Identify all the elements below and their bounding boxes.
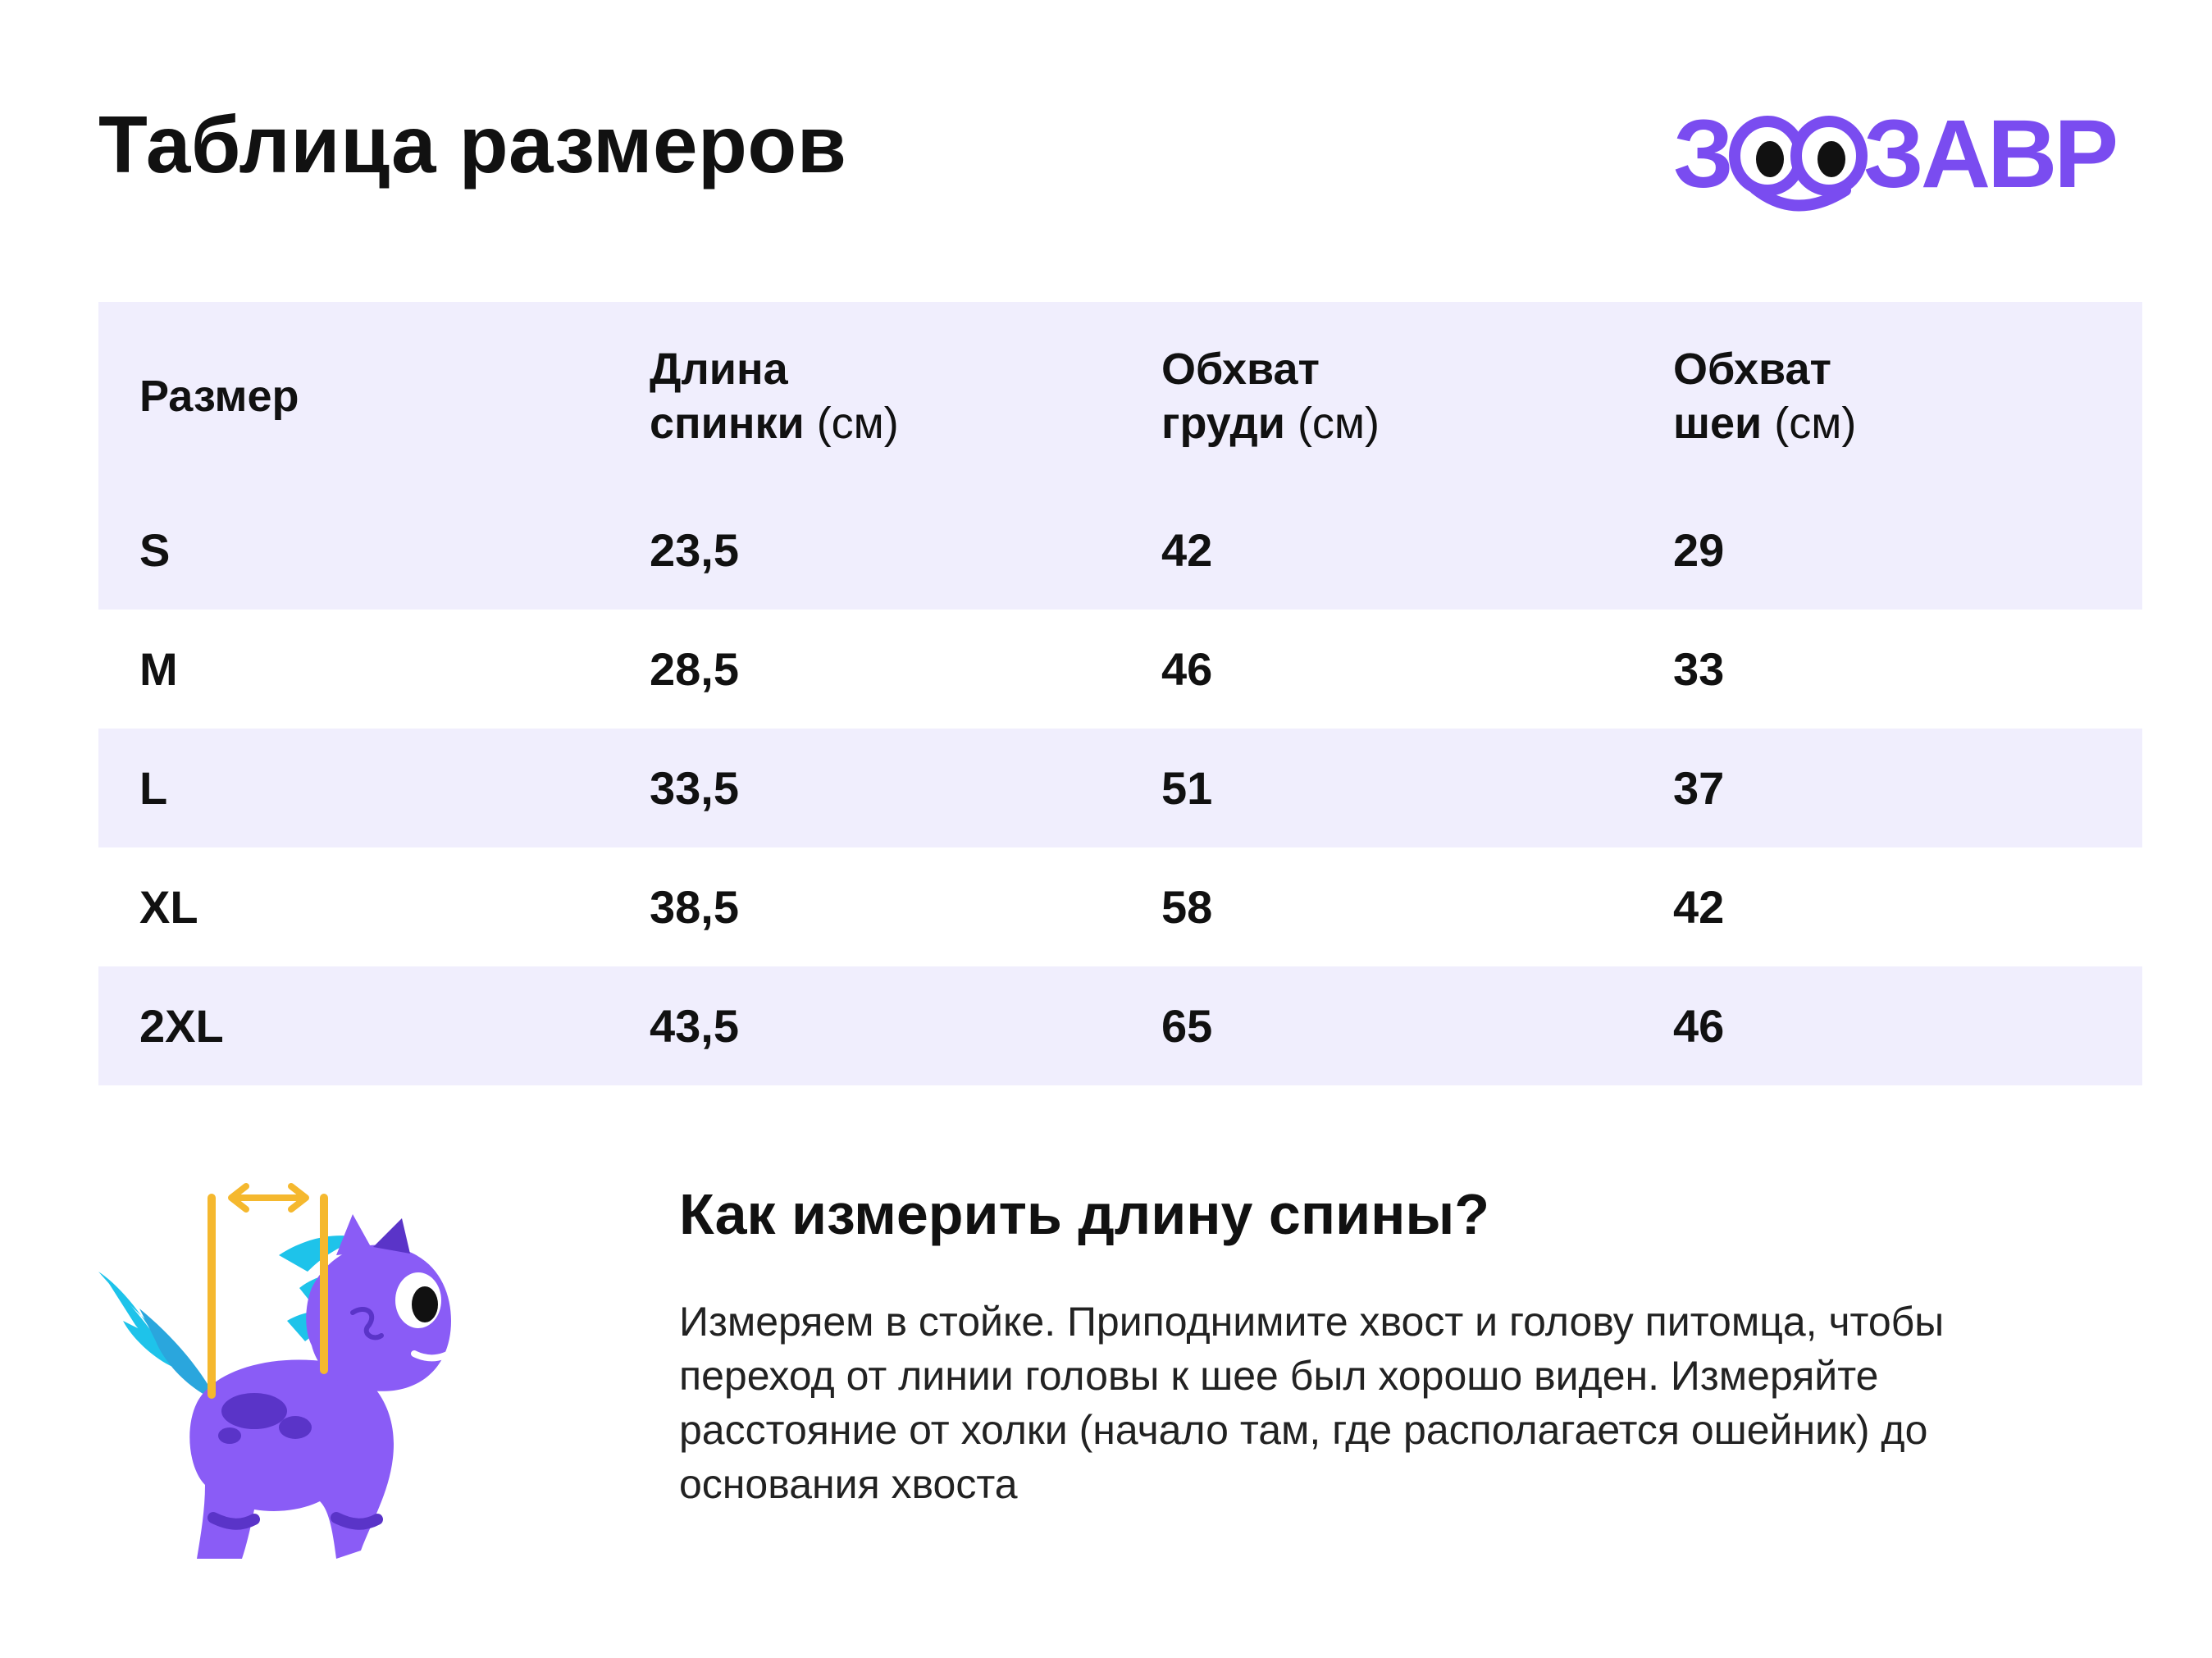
cell-size: M xyxy=(139,643,178,695)
header-size: Размер xyxy=(139,372,299,421)
cell-size: XL xyxy=(139,881,198,933)
cell-size: 2XL xyxy=(139,1000,224,1052)
page-title: Таблица размеров xyxy=(98,99,847,190)
unit-label: (см) xyxy=(816,399,899,448)
table-row: XL 38,5 58 42 xyxy=(98,847,2142,966)
cell-neck: 42 xyxy=(1673,881,1725,933)
dino-mascot-illustration xyxy=(90,1165,517,1592)
brand-logo: З ЗАВР xyxy=(1673,100,2149,213)
unit-label: (см) xyxy=(1297,399,1380,448)
cell-neck: 33 xyxy=(1673,643,1725,695)
dino-mascot-icon xyxy=(98,1183,461,1559)
cell-back-length: 33,5 xyxy=(650,762,739,814)
cell-chest: 58 xyxy=(1161,881,1213,933)
cell-chest: 42 xyxy=(1161,524,1213,576)
table-row: M 28,5 46 33 xyxy=(98,610,2142,729)
svg-text:З: З xyxy=(1673,107,1734,208)
measure-title: Как измерить длину спины? xyxy=(679,1182,1489,1246)
cell-chest: 51 xyxy=(1161,762,1213,814)
table-row: L 33,5 51 37 xyxy=(98,729,2142,847)
cell-chest: 65 xyxy=(1161,1000,1213,1052)
header-chest: Обхват груди (см) xyxy=(1161,345,1380,448)
cell-chest: 46 xyxy=(1161,643,1213,695)
cell-size: S xyxy=(139,524,171,576)
header-back-length: Длина спинки (см) xyxy=(650,345,899,448)
cell-back-length: 28,5 xyxy=(650,643,739,695)
cell-size: L xyxy=(139,762,168,814)
cell-back-length: 43,5 xyxy=(650,1000,739,1052)
cell-neck: 37 xyxy=(1673,762,1725,814)
size-table: Размер Длина спинки (см) Обхват груди (с… xyxy=(98,302,2142,1085)
cell-back-length: 38,5 xyxy=(650,881,739,933)
table-row: S 23,5 42 29 xyxy=(98,491,2142,610)
cell-neck: 29 xyxy=(1673,524,1725,576)
cell-back-length: 23,5 xyxy=(650,524,739,576)
header-neck: Обхват шеи (см) xyxy=(1673,345,1857,448)
cell-neck: 46 xyxy=(1673,1000,1725,1052)
measure-instructions: Измеряем в стойке. Приподнимите хвост и … xyxy=(679,1299,1945,1507)
unit-label: (см) xyxy=(1774,399,1857,448)
table-row: 2XL 43,5 65 46 xyxy=(98,966,2142,1085)
svg-text:ЗАВР: ЗАВР xyxy=(1863,107,2115,208)
table-header-row: Размер Длина спинки (см) Обхват груди (с… xyxy=(98,302,2142,491)
logo-icon: З ЗАВР xyxy=(1673,100,2119,212)
